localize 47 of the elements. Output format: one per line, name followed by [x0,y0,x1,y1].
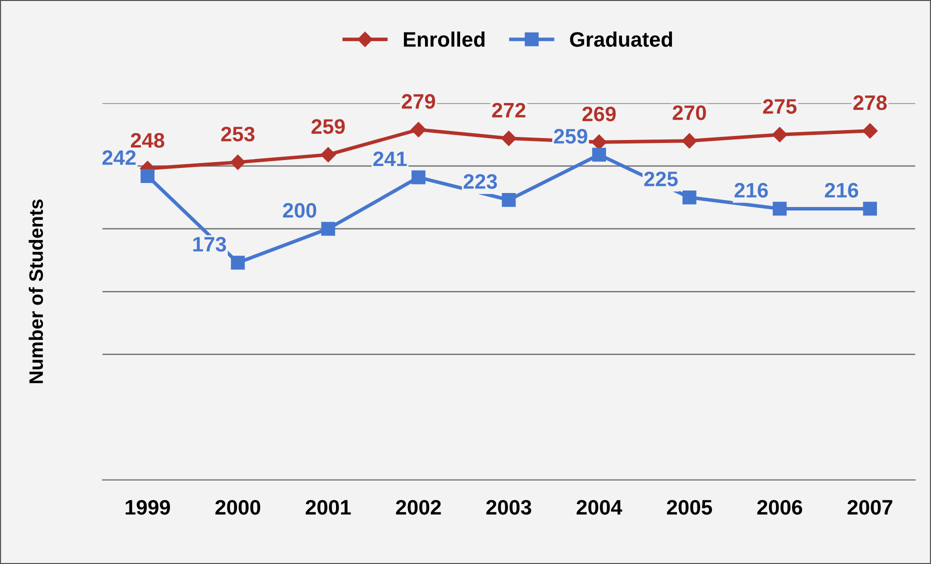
data-label: 173 [193,236,226,252]
data-label: 200 [283,202,316,218]
x-tick-label: 2000 [215,500,260,515]
point [772,127,788,142]
data-label: 216 [824,182,858,198]
data-label: 242 [102,150,136,165]
data-label: 272 [492,102,526,118]
point [502,192,516,207]
data-label: 223 [464,174,497,189]
point [863,202,877,216]
point [410,122,426,138]
data-label: 248 [130,132,164,148]
point [862,123,878,138]
point [412,170,426,184]
x-tick-label: 1999 [126,500,170,515]
y-axis-title: Number of Students [28,199,44,384]
point [682,190,696,204]
point [230,154,246,170]
x-tick-label: 2004 [576,500,622,515]
data-label: 279 [402,94,436,109]
data-label: 259 [312,119,345,134]
data-label: 269 [582,106,616,122]
x-tick-label: 2006 [757,500,802,515]
point [320,147,336,162]
point [772,202,787,216]
point [592,134,607,150]
data-label: 275 [763,99,797,114]
point [501,130,516,146]
x-tick-label: 2005 [666,500,712,515]
data-label: 270 [672,105,706,120]
x-tick-label: 2002 [396,500,441,515]
data-label: 253 [221,126,254,142]
legend-label: Enrolled [404,32,485,47]
data-label: 225 [644,172,678,186]
data-label: 259 [554,128,588,144]
point [230,256,245,270]
x-tick-label: 2007 [848,500,892,515]
point [321,222,336,236]
data-label: 216 [734,182,768,198]
x-tick-label: 2003 [486,500,532,515]
legend-label: Graduated [570,32,672,47]
point [140,169,155,183]
point [682,133,697,148]
data-label: 278 [853,95,887,110]
data-label: 241 [373,151,407,166]
point [592,148,606,162]
x-tick-label: 2001 [306,500,351,515]
